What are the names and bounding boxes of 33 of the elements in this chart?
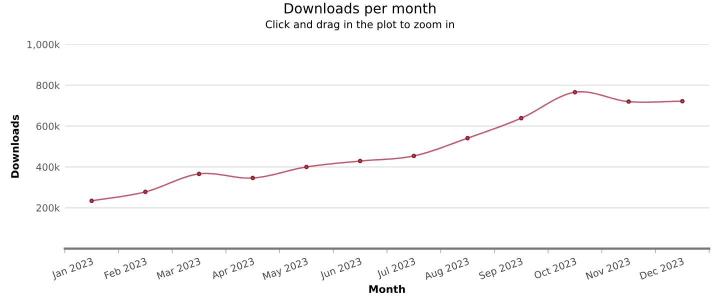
y-axis-title: Downloads — [10, 114, 19, 178]
point — [143, 190, 148, 194]
y-tick-label: 1,000k — [28, 40, 60, 50]
point — [250, 176, 255, 180]
y-tick-label: 200k — [36, 204, 60, 212]
x-tick-label: Sep 2023 — [478, 257, 524, 282]
x-tick-label: Feb 2023 — [104, 257, 148, 280]
x-tick-label: Apr 2023 — [210, 257, 256, 282]
point — [465, 136, 470, 140]
point — [196, 172, 202, 176]
x-tick-label: Jul 2023 — [376, 257, 416, 280]
chart-title: Downloads per month — [284, 2, 436, 16]
x-tick-label: May 2023 — [262, 257, 309, 282]
x-tick-label: Nov 2023 — [586, 257, 630, 280]
y-tick-label: 400k — [36, 163, 60, 171]
point — [89, 198, 94, 204]
y-tick-label: 600k — [36, 122, 60, 130]
point — [626, 99, 631, 104]
x-axis-title: Month — [369, 284, 405, 294]
point — [412, 154, 416, 158]
point — [519, 116, 524, 120]
x-tick-label: Dec 2023 — [639, 257, 684, 280]
x-tick-label: Jan 2023 — [51, 257, 94, 281]
point — [680, 98, 685, 104]
chart-subtitle: Click and drag in the plot to zoom in — [266, 20, 454, 30]
point — [304, 164, 309, 170]
x-tick-label: Oct 2023 — [534, 257, 577, 280]
point — [358, 158, 362, 164]
y-tick-label: 800k — [36, 82, 60, 90]
x-tick-label: Mar 2023 — [156, 257, 201, 280]
point — [572, 90, 578, 94]
x-tick-label: Jun 2023 — [319, 257, 363, 281]
x-tick-label: Aug 2023 — [424, 257, 470, 282]
